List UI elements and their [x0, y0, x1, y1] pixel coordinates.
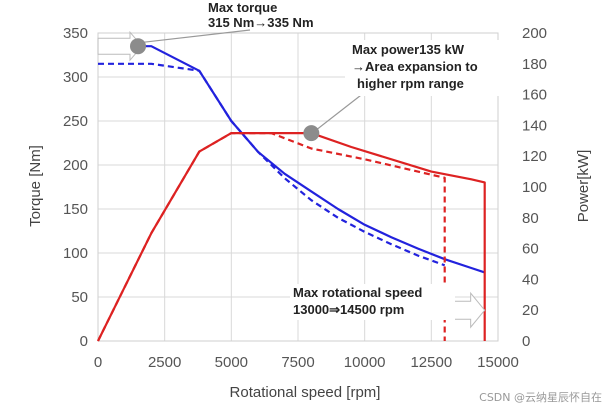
- y-left-tick-label: 100: [63, 245, 88, 262]
- max-torque-label-line1: Max torque: [208, 0, 277, 15]
- max-power-label-line2: →Area expansion to: [352, 59, 478, 74]
- marker-layer: [97, 29, 486, 329]
- y-right-tick-label: 100: [522, 179, 547, 196]
- y-left-tick-label: 50: [71, 289, 88, 306]
- y-right-tick-label: 0: [522, 333, 530, 350]
- y-right-tick-label: 40: [522, 271, 539, 288]
- x-axis-title: Rotational speed [rpm]: [230, 384, 381, 401]
- y-left-tick-label: 250: [63, 113, 88, 130]
- max-speed-label-line2: 13000⇒14500 rpm: [293, 302, 404, 317]
- x-tick-label: 15000: [477, 354, 519, 371]
- series-layer: [97, 45, 486, 342]
- max-speed-label-line1: Max rotational speed: [293, 285, 422, 300]
- y-right-tick-label: 160: [522, 87, 547, 104]
- y-left-tick-label: 150: [63, 201, 88, 218]
- x-tick-label: 2500: [148, 354, 181, 371]
- y-left-tick-label: 200: [63, 157, 88, 174]
- series-line: [97, 132, 446, 342]
- max-torque-label-line2: 315 Nm→335 Nm: [208, 15, 314, 30]
- x-tick-label: 0: [94, 354, 102, 371]
- watermark: CSDN @云纳星辰怀自在: [479, 391, 602, 404]
- y-right-tick-label: 120: [522, 148, 547, 165]
- y-axis-title-left: Torque [Nm]: [27, 145, 44, 227]
- max-power-label-line3: higher rpm range: [357, 76, 464, 91]
- plot-border: [97, 32, 499, 342]
- y-left-tick-label: 350: [63, 25, 88, 42]
- max-speed-label-bg: [290, 284, 455, 320]
- x-tick-label: 5000: [215, 354, 248, 371]
- y-right-tick-label: 140: [522, 117, 547, 134]
- max-torque-marker: [130, 38, 146, 55]
- max-power-marker: [303, 125, 320, 142]
- max-power-label-bg: [345, 40, 505, 96]
- y-left-tick-label: 300: [63, 69, 88, 86]
- max-power-leader: [316, 91, 366, 130]
- series-line: [98, 62, 446, 267]
- x-tick-label: 7500: [281, 354, 314, 371]
- x-tick-label: 10000: [344, 354, 386, 371]
- y-right-tick-label: 200: [522, 25, 547, 42]
- y-right-tick-label: 80: [522, 210, 539, 227]
- y-right-tick-label: 60: [522, 241, 539, 258]
- max-speed-arrow: [450, 291, 486, 329]
- max-torque-leader: [143, 29, 251, 43]
- y-left-tick-label: 0: [80, 333, 88, 350]
- max-power-label-line1: Max power135 kW: [352, 42, 465, 57]
- series-line: [97, 132, 486, 342]
- y-axis-title-right: Power[kW]: [575, 150, 592, 223]
- x-tick-label: 12500: [410, 354, 452, 371]
- y-right-tick-label: 20: [522, 302, 539, 319]
- y-right-tick-label: 180: [522, 56, 547, 73]
